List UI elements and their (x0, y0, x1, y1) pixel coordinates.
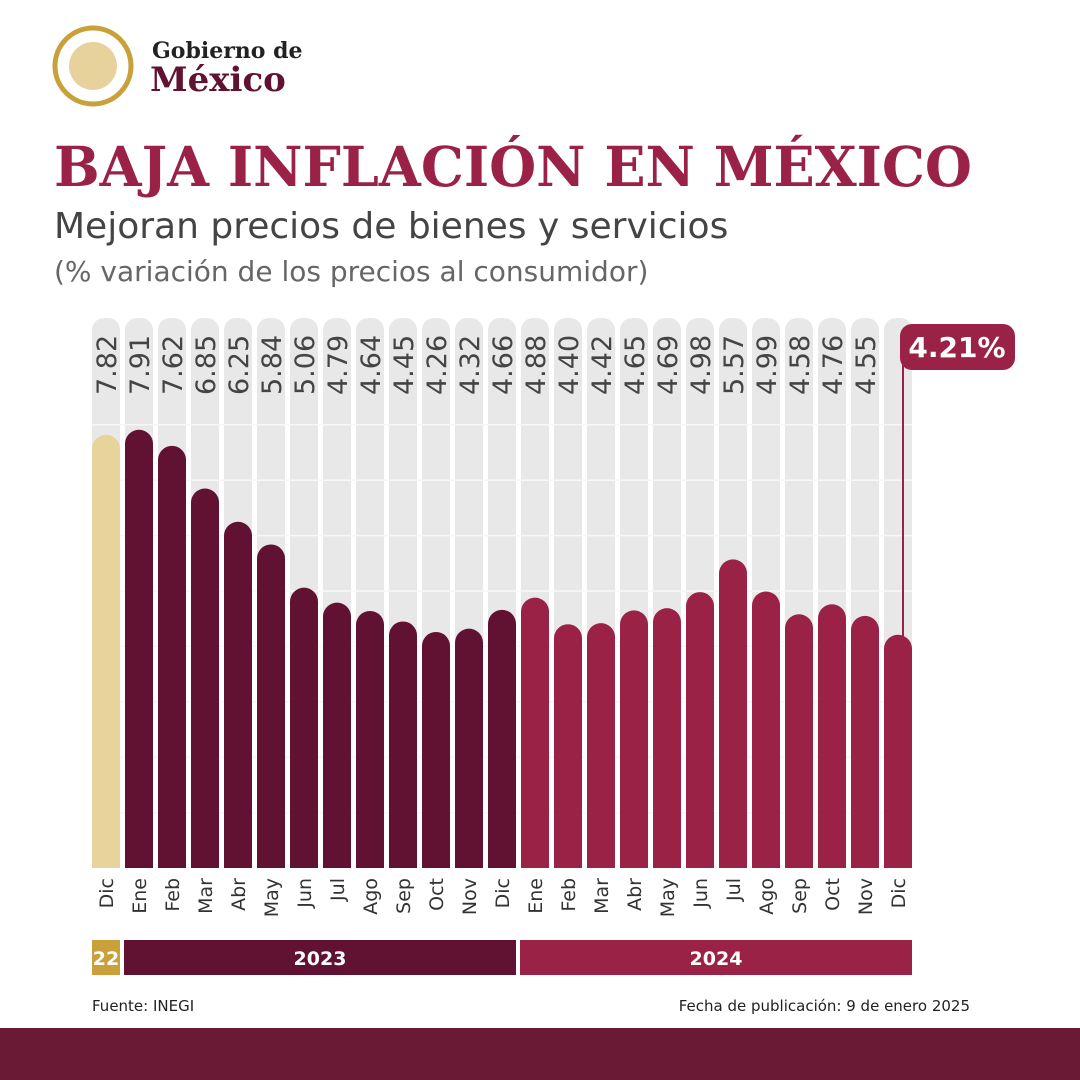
legend-band (92, 940, 120, 975)
value-label: 4.55 (851, 335, 882, 395)
callout-badge (900, 324, 1015, 370)
bar (455, 628, 483, 868)
x-tick-label: Feb (162, 878, 184, 912)
chart-subtitle: Mejoran precios de bienes y servicios (54, 206, 728, 247)
x-tick-label: Ago (756, 878, 778, 915)
x-tick-label: Dic (888, 878, 910, 908)
value-label: 4.99 (752, 335, 783, 395)
publication-date: Fecha de publicación: 9 de enero 2025 (679, 997, 970, 1015)
legend-label: 22 (93, 948, 119, 970)
x-tick-label: Nov (855, 878, 877, 915)
value-label: 4.40 (554, 335, 585, 395)
source: Fuente: INEGI (92, 997, 194, 1015)
value-label: 6.85 (191, 335, 222, 395)
bar (488, 609, 516, 868)
bar (785, 614, 813, 868)
x-tick-label: Ene (525, 878, 547, 914)
bar (686, 592, 714, 868)
bar (356, 610, 384, 868)
value-label: 7.62 (158, 335, 189, 395)
bar (125, 429, 153, 868)
value-label: 6.25 (224, 335, 255, 395)
x-tick-label: Feb (558, 878, 580, 912)
bar (389, 621, 417, 868)
x-tick-label: Abr (624, 878, 646, 911)
x-tick-label: Dic (492, 878, 514, 908)
x-tick-label: Jul (327, 878, 349, 902)
value-label: 4.98 (686, 335, 717, 395)
bar (422, 631, 450, 868)
value-label: 4.26 (422, 335, 453, 395)
x-tick-label: May (657, 878, 679, 917)
value-label: 4.58 (785, 335, 816, 395)
value-label: 7.82 (92, 335, 123, 395)
chart-note: (% variación de los precios al consumido… (54, 255, 648, 288)
bar (884, 634, 912, 868)
bar (620, 610, 648, 868)
value-label: 4.69 (653, 335, 684, 395)
x-tick-label: Dic (96, 878, 118, 908)
value-label: 4.21% (908, 331, 1005, 364)
bar (521, 597, 549, 868)
x-tick-label: May (261, 878, 283, 917)
x-tick-label: Ene (129, 878, 151, 914)
x-tick-label: Sep (393, 878, 415, 914)
x-tick-label: Mar (591, 878, 613, 914)
value-label: 4.32 (455, 335, 486, 395)
value-label: 4.42 (587, 335, 618, 395)
bar (587, 623, 615, 868)
bar (323, 602, 351, 868)
bar (92, 434, 121, 868)
x-tick-label: Oct (822, 878, 844, 911)
emblem (52, 25, 134, 107)
value-label: 5.57 (719, 335, 750, 395)
bar (554, 624, 582, 868)
x-tick-label: Ago (360, 878, 382, 915)
bar (158, 445, 187, 868)
bar (851, 615, 879, 868)
value-label: 5.06 (290, 335, 321, 395)
footer-band (0, 1028, 1080, 1080)
legend-band (124, 940, 516, 975)
legend-band (520, 940, 912, 975)
bar (290, 587, 318, 868)
value-label: 4.64 (356, 335, 387, 395)
value-label: 4.88 (521, 335, 552, 395)
x-tick-label: Jul (723, 878, 745, 902)
value-label: 4.76 (818, 335, 849, 395)
value-label: 7.91 (125, 335, 156, 395)
x-tick-label: Jun (294, 878, 316, 909)
x-tick-label: Nov (459, 878, 481, 915)
bar (224, 521, 252, 868)
x-tick-label: Jun (690, 878, 712, 909)
bar (818, 604, 846, 868)
bar (257, 544, 285, 868)
bar (752, 591, 780, 868)
value-label: 4.66 (488, 335, 519, 395)
legend-label: 2023 (294, 948, 347, 970)
x-tick-label: Oct (426, 878, 448, 911)
value-label: 5.84 (257, 335, 288, 395)
value-label: 4.79 (323, 335, 354, 395)
bar (191, 488, 219, 868)
value-label: 4.45 (389, 335, 420, 395)
bar (719, 559, 747, 868)
x-tick-label: Abr (228, 878, 250, 911)
legend-label: 2024 (690, 948, 743, 970)
value-label: 4.65 (620, 335, 651, 395)
header-line1: Gobierno de (152, 38, 303, 64)
chart-title: BAJA INFLACIÓN EN MÉXICO (54, 134, 972, 199)
bars (92, 429, 912, 868)
bar (653, 608, 681, 868)
header-line2: México (150, 60, 286, 100)
x-tick-label: Sep (789, 878, 811, 914)
x-tick-label: Mar (195, 878, 217, 914)
